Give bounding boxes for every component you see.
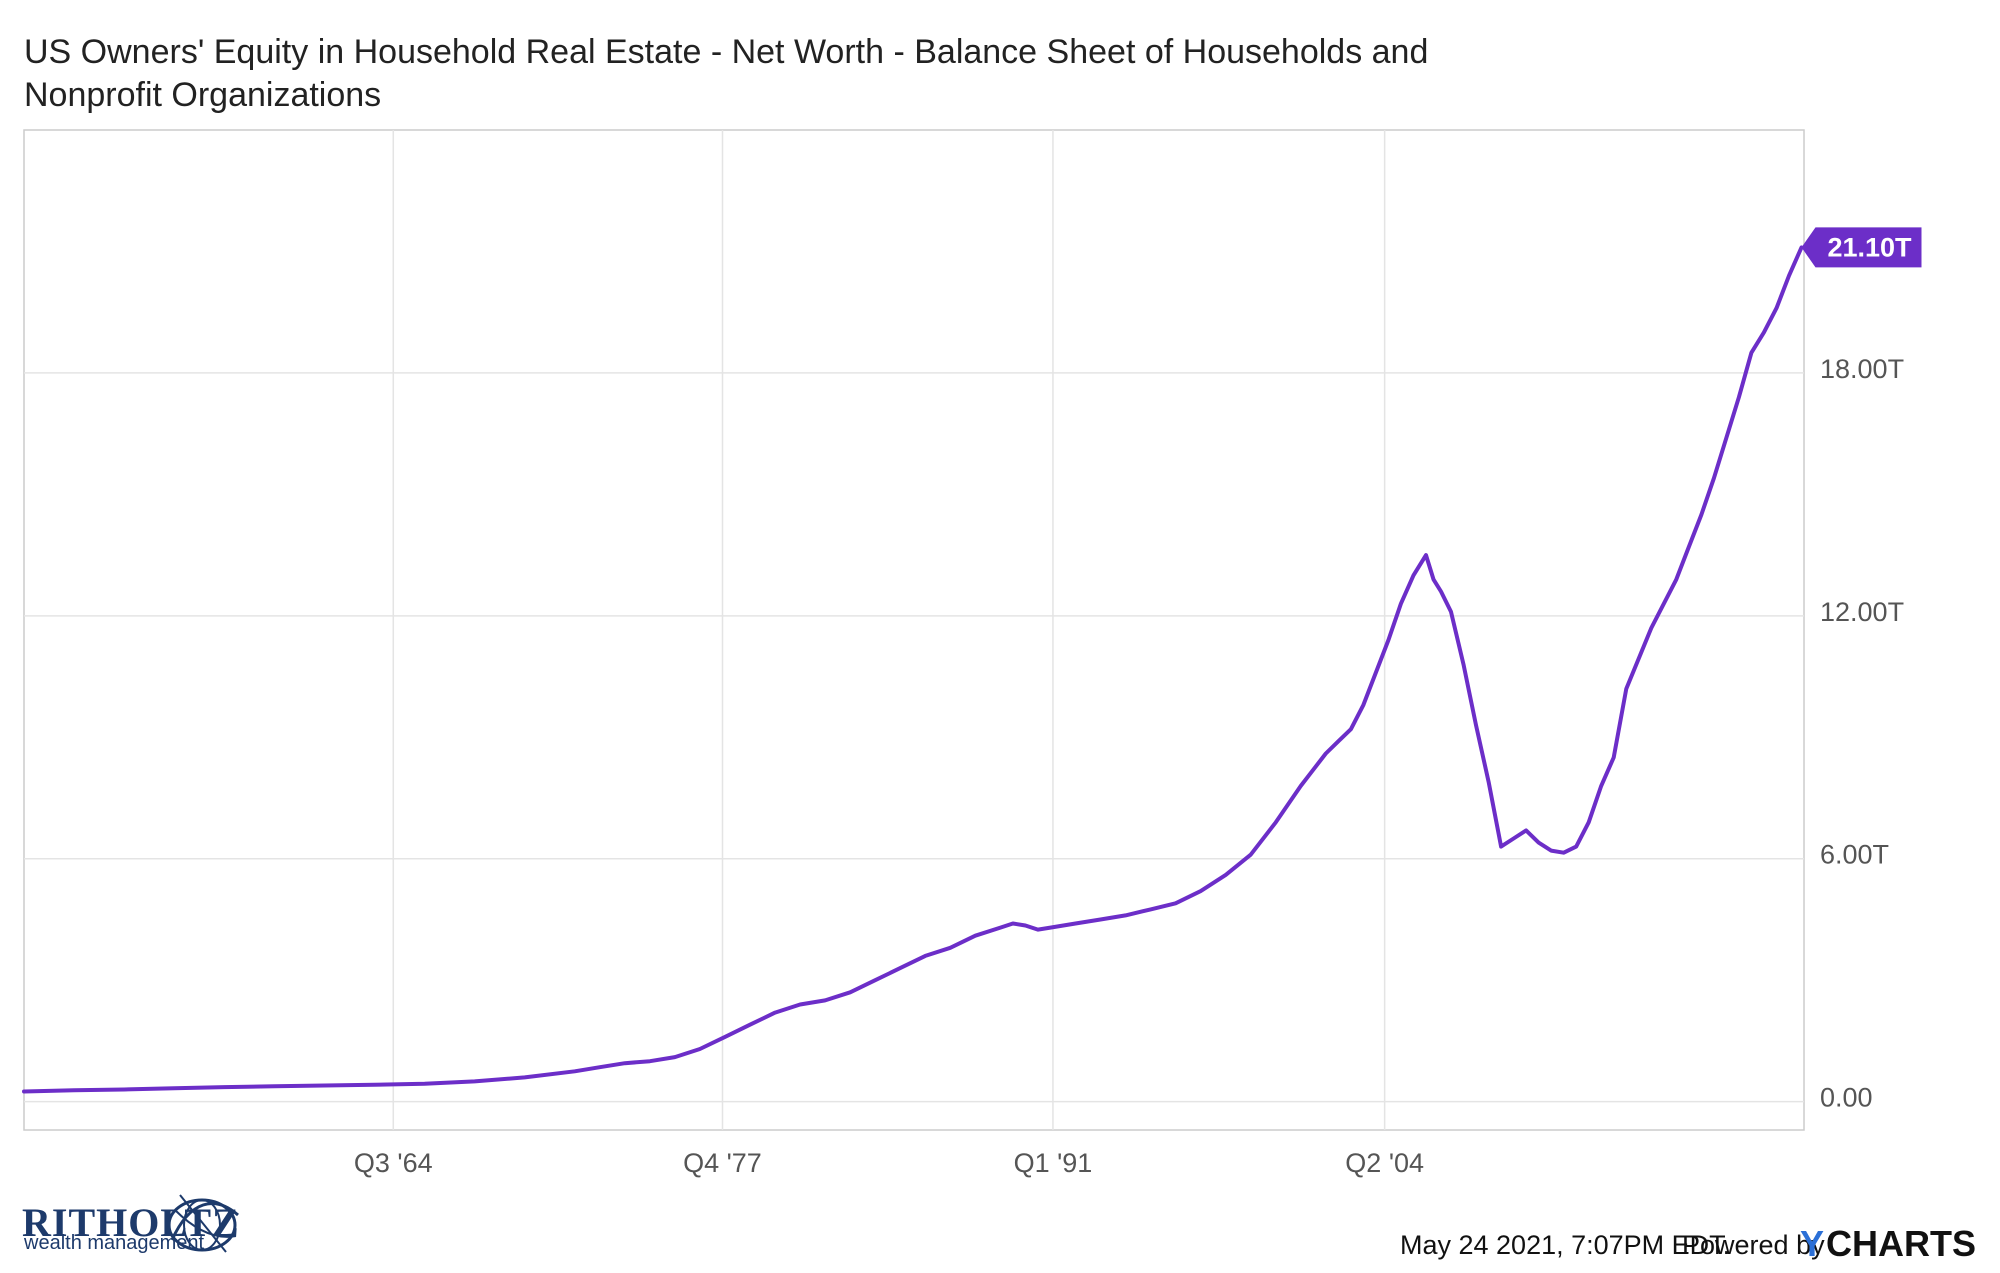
footer-powered-by: Powered by xyxy=(1682,1230,1825,1260)
x-tick-label: Q3 '64 xyxy=(354,1148,433,1178)
ritholtz-globe-logo-icon xyxy=(167,1194,239,1253)
grid-layer xyxy=(24,130,1804,1130)
ycharts-logo-y: Y xyxy=(1800,1223,1824,1264)
chart-title-line-2: Nonprofit Organizations xyxy=(24,76,381,114)
chart-title-line-1: US Owners' Equity in Household Real Esta… xyxy=(24,33,1428,71)
footer-credit: May 24 2021, 7:07PM EDT. Powered by Y CH… xyxy=(1400,1223,1976,1264)
y-tick-label: 0.00 xyxy=(1820,1083,1873,1113)
x-tick-label: Q4 '77 xyxy=(683,1148,762,1178)
x-tick-label: Q1 '91 xyxy=(1014,1148,1093,1178)
x-tick-label: Q2 '04 xyxy=(1345,1148,1424,1178)
ycharts-logo-word: CHARTS xyxy=(1826,1223,1976,1264)
x-axis-ticks: Q3 '64 Q4 '77 Q1 '91 Q2 '04 xyxy=(354,1148,1424,1178)
y-tick-label: 12.00T xyxy=(1820,597,1904,627)
y-tick-label: 6.00T xyxy=(1820,840,1889,870)
last-value-badge xyxy=(1801,227,1922,268)
footer-timestamp: May 24 2021, 7:07PM EDT. xyxy=(1400,1230,1730,1260)
last-value-label: 21.10T xyxy=(1827,232,1912,262)
y-axis-ticks: 18.00T 12.00T 6.00T 0.00 xyxy=(1820,354,1904,1113)
brand-subtitle: wealth management xyxy=(23,1232,205,1254)
series-layer xyxy=(22,245,1804,1094)
ritholtz-logo: RITHOLTZ wealth management xyxy=(22,1194,239,1254)
y-tick-label: 18.00T xyxy=(1820,354,1904,384)
series-line-owners-equity xyxy=(22,245,1804,1094)
plot-area-frame xyxy=(23,129,1805,1131)
last-value-layer: 21.10T xyxy=(1801,227,1922,268)
